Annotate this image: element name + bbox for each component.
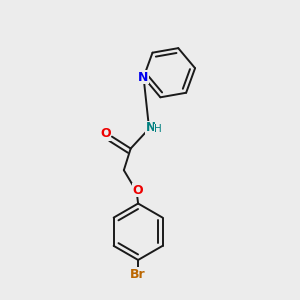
Text: Br: Br xyxy=(130,268,146,281)
Text: O: O xyxy=(133,184,143,196)
Text: N: N xyxy=(138,71,149,84)
Text: O: O xyxy=(100,127,111,140)
Text: H: H xyxy=(154,124,162,134)
Text: N: N xyxy=(146,121,156,134)
